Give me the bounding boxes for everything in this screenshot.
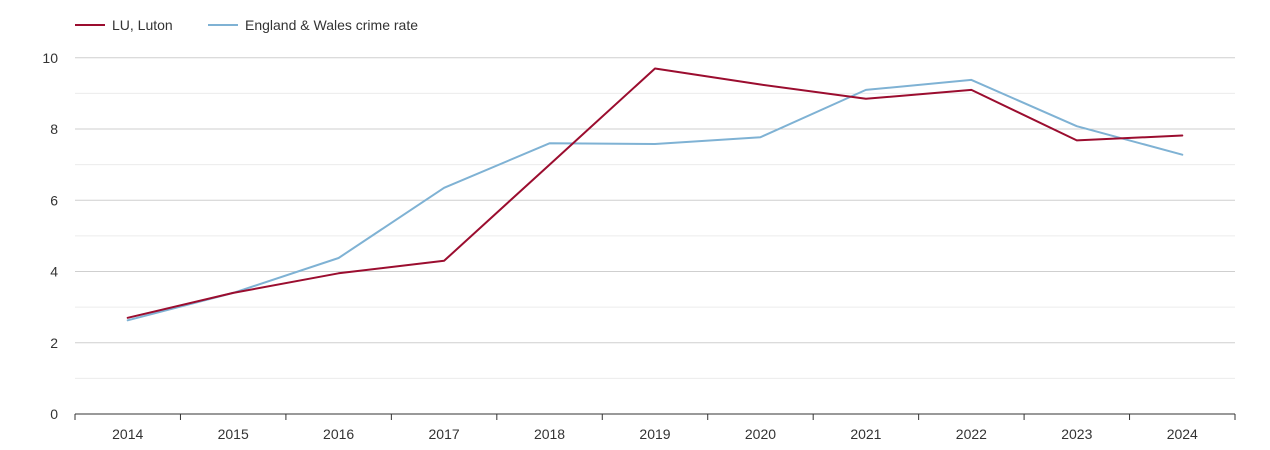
series-line-england-wales (126, 78, 1184, 322)
x-tick-label-2014: 2014 (112, 426, 143, 442)
x-tick-label-2017: 2017 (429, 426, 460, 442)
x-tick-label-2015: 2015 (218, 426, 249, 442)
grid (75, 57, 1235, 379)
series-line-lu-luton (126, 67, 1184, 319)
x-tick-label-2018: 2018 (534, 426, 565, 442)
y-tick-label: 0 (50, 406, 58, 422)
legend: LU, Luton England & Wales crime rate (75, 17, 418, 33)
x-tick-label-2016: 2016 (323, 426, 354, 442)
y-tick-label: 6 (50, 192, 58, 208)
legend-item-lu-luton[interactable]: LU, Luton (75, 17, 173, 33)
y-tick-label: 10 (42, 50, 58, 66)
x-tick-label-2023: 2023 (1061, 426, 1092, 442)
x-tick-label-2022: 2022 (956, 426, 987, 442)
legend-label: LU, Luton (112, 17, 173, 33)
series-group (126, 67, 1184, 322)
y-tick-label: 2 (50, 335, 58, 351)
x-tick-label-2020: 2020 (745, 426, 776, 442)
y-tick-label: 8 (50, 121, 58, 137)
y-tick-label: 4 (50, 264, 58, 280)
x-tick-label-2024: 2024 (1167, 426, 1198, 442)
y-axis: 0 2 4 6 8 10 (42, 50, 58, 422)
x-tick-label-2021: 2021 (850, 426, 881, 442)
legend-item-england-wales[interactable]: England & Wales crime rate (208, 17, 418, 33)
x-tick-label-2019: 2019 (639, 426, 670, 442)
x-axis: 2014 2015 2016 2017 2018 2019 2020 2021 2022 2023… (74, 413, 1236, 442)
legend-label: England & Wales crime rate (245, 17, 418, 33)
